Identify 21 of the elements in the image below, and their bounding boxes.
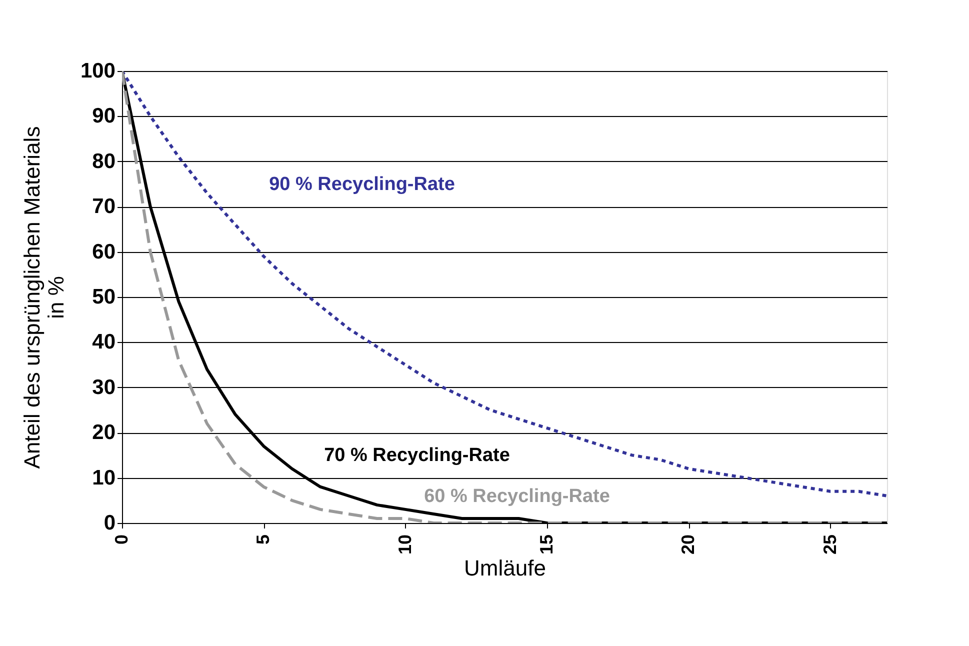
x-tick-label: 5 [253, 534, 274, 545]
x-tick-label: 20 [678, 534, 698, 555]
x-tick-label: 15 [536, 534, 556, 555]
text: 90 % Recycling-Rate [269, 174, 455, 195]
x-tick-label: 0 [112, 534, 132, 545]
y-tick-label: 50 [92, 286, 116, 308]
y-tick-label: 90 [92, 104, 116, 128]
y-tick-label: 30 [92, 376, 116, 399]
y-tick-label: 40 [92, 330, 116, 354]
x-tick-label: 10 [394, 534, 415, 555]
y-tick-label: 70 [92, 195, 116, 218]
y-tick-label: 20 [92, 421, 116, 444]
y-tick-label: 10 [92, 466, 116, 490]
series-label: 60 % Recycling-Rate [424, 486, 610, 507]
y-axis-title: Anteil des ursprünglichen Materials in % [19, 126, 68, 469]
x-axis-title: Umläufe [464, 556, 546, 581]
y-tick-label: 60 [92, 240, 116, 264]
y-tick-label: 80 [92, 150, 116, 173]
y-tick-label: 100 [80, 60, 116, 82]
series-label: 70 % Recycling-Rate [324, 445, 510, 466]
x-tick-label: 25 [820, 534, 840, 555]
